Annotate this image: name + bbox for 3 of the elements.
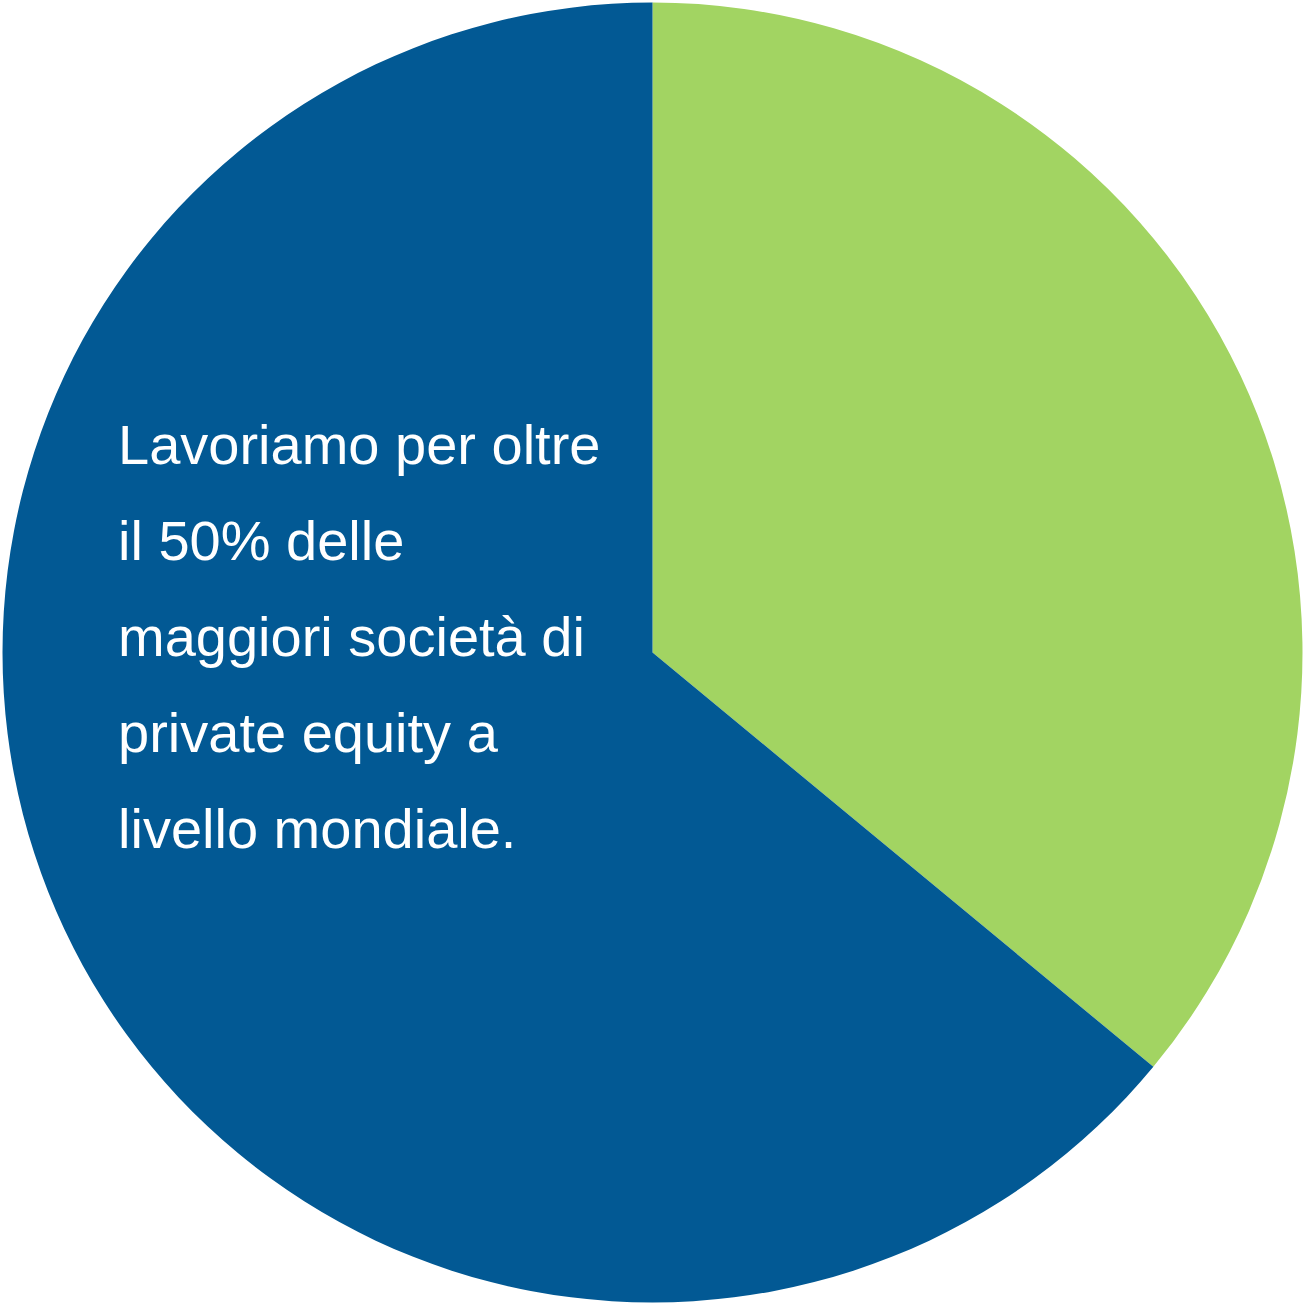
text: Lavoriamo per oltre il 50% delle maggiori società di private equity a livello mondiale. — [118, 413, 601, 860]
pie-slice — [2, 2, 1154, 1303]
pie-slice — [652, 2, 1302, 1067]
